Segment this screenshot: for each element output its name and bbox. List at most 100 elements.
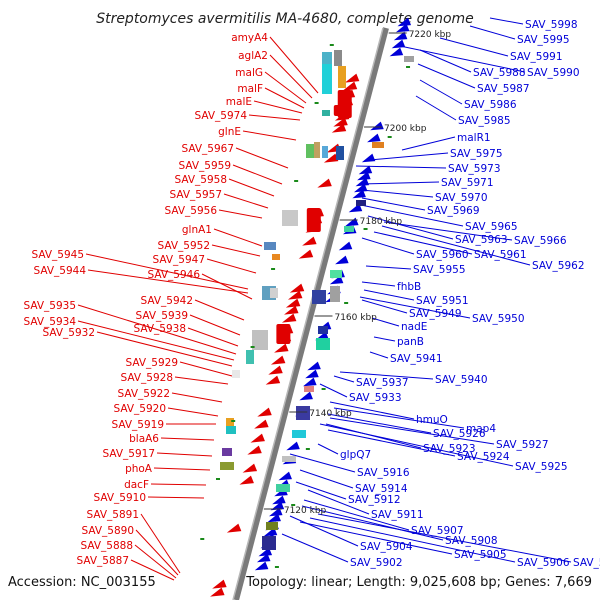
reverse-gene-label: SAV_5924	[457, 451, 510, 463]
forward-gene-label: SAV_5974	[194, 110, 247, 122]
forward-gene-label: SAV_5910	[93, 492, 146, 504]
forward-gene-label: SAV_5934	[23, 316, 76, 328]
reverse-gene-arrow	[270, 501, 285, 511]
forward-label-connector	[248, 114, 301, 121]
reverse-gene-label: SAV_5923	[423, 443, 476, 455]
grid-tick-mark	[215, 478, 220, 480]
forward-gene-label: SAV_5929	[125, 357, 178, 369]
reverse-gene-arrow	[355, 177, 370, 187]
misc-feature-block	[372, 142, 384, 148]
forward-gene-block	[306, 208, 321, 232]
reverse-label-connector	[361, 299, 408, 314]
reverse-gene-label: SAV_5950	[472, 313, 525, 325]
reverse-gene-arrow	[389, 47, 404, 57]
reverse-gene-label: SAV_5925	[515, 461, 568, 473]
grid-tick-mark	[294, 180, 299, 182]
forward-gene-label: glnA1	[182, 224, 212, 236]
forward-gene-label: SAV_5887	[76, 555, 129, 567]
reverse-gene-arrow	[286, 441, 300, 451]
reverse-gene-arrow	[370, 121, 384, 131]
reverse-label-connector	[439, 37, 509, 57]
reverse-label-connector	[333, 375, 355, 383]
forward-label-connector	[213, 228, 263, 247]
backbone-line	[233, 27, 389, 601]
forward-gene-label: SAV_5958	[174, 174, 227, 186]
forward-label-connector	[174, 376, 229, 385]
reverse-gene-label: SAV_5985	[458, 115, 511, 127]
forward-label-connector	[189, 314, 241, 336]
forward-gene-arrow	[265, 375, 281, 385]
reverse-label-connector	[317, 513, 572, 563]
reverse-label-connector	[381, 225, 531, 266]
forward-gene-arrow	[226, 523, 242, 533]
reverse-gene-arrow	[254, 561, 269, 571]
misc-feature-block	[312, 290, 326, 304]
misc-feature-block	[322, 64, 332, 94]
reverse-gene-label: SAV_5963	[455, 234, 508, 246]
reverse-gene-label: SAV_5940	[435, 374, 488, 386]
grid-tick-mark	[344, 302, 349, 304]
forward-gene-label: SAV_5945	[31, 249, 84, 261]
reverse-gene-label: SAV_5927	[496, 439, 549, 451]
reverse-gene-label: SAV_5973	[448, 163, 501, 175]
misc-feature-block	[314, 142, 320, 158]
forward-gene-arrow	[331, 123, 347, 133]
misc-feature-block	[264, 242, 276, 250]
forward-gene-label: SAV_5938	[133, 323, 186, 335]
reverse-gene-arrow	[278, 471, 292, 481]
forward-gene-label: SAV_5919	[111, 419, 164, 431]
reverse-gene-arrow	[268, 507, 283, 517]
reverse-gene-label: panB	[397, 336, 424, 348]
reverse-label-connector	[295, 481, 347, 500]
forward-label-connector	[218, 209, 263, 219]
forward-gene-label: SAV_5959	[178, 160, 231, 172]
reverse-gene-label: SAV_5907	[411, 525, 464, 537]
forward-gene-arrow	[257, 407, 272, 417]
forward-gene-arrow	[281, 313, 297, 323]
forward-label-connector	[150, 483, 207, 486]
reverse-label-connector	[363, 289, 415, 301]
forward-gene-label: SAV_5946	[147, 269, 200, 281]
misc-feature-block	[252, 330, 268, 350]
reverse-gene-label: SAV_5970	[435, 192, 488, 204]
forward-label-connector	[223, 193, 269, 209]
misc-feature-block	[330, 286, 340, 302]
reverse-gene-label: SAV_5986	[464, 99, 517, 111]
forward-label-connector	[134, 544, 177, 579]
misc-feature-block	[220, 462, 234, 470]
reverse-label-connector	[327, 413, 432, 434]
reverse-label-connector	[339, 371, 434, 380]
misc-feature-block	[322, 110, 330, 116]
chromosome-backbone	[232, 27, 389, 601]
reverse-gene-arrow	[358, 165, 373, 175]
misc-feature-block	[344, 226, 354, 232]
reverse-label-connector	[329, 417, 495, 445]
reverse-label-connector	[307, 489, 370, 515]
forward-label-connector	[194, 299, 245, 321]
grid-tick-mark	[231, 420, 236, 422]
reverse-gene-arrow	[352, 189, 366, 199]
forward-label-connector	[156, 452, 213, 457]
misc-feature-block	[272, 254, 280, 260]
reverse-gene-arrow	[393, 31, 408, 41]
reverse-label-connector	[369, 152, 449, 161]
misc-feature-block	[292, 430, 306, 438]
kbp-tick-label: 7140 kbp	[309, 409, 352, 419]
reverse-gene-arrow	[256, 553, 271, 563]
misc-feature-block	[338, 66, 346, 88]
forward-gene-label: SAV_5967	[181, 143, 234, 155]
reverse-gene-label: SAV_5914	[355, 483, 408, 495]
misc-feature-block	[336, 146, 344, 160]
forward-gene-label: malE	[226, 96, 252, 108]
forward-gene-label: aglA2	[238, 50, 268, 62]
forward-gene-label: malF	[237, 83, 263, 95]
forward-gene-arrow	[333, 117, 348, 127]
forward-gene-label: phoA	[125, 463, 153, 475]
forward-label-connector	[264, 87, 305, 109]
reverse-gene-label: nadE	[401, 321, 427, 333]
forward-gene-label: SAV_5939	[135, 310, 188, 322]
reverse-gene-label: SAV_5975	[450, 148, 503, 160]
reverse-gene-label: SAV_5937	[356, 377, 409, 389]
reverse-label-connector	[299, 469, 354, 489]
